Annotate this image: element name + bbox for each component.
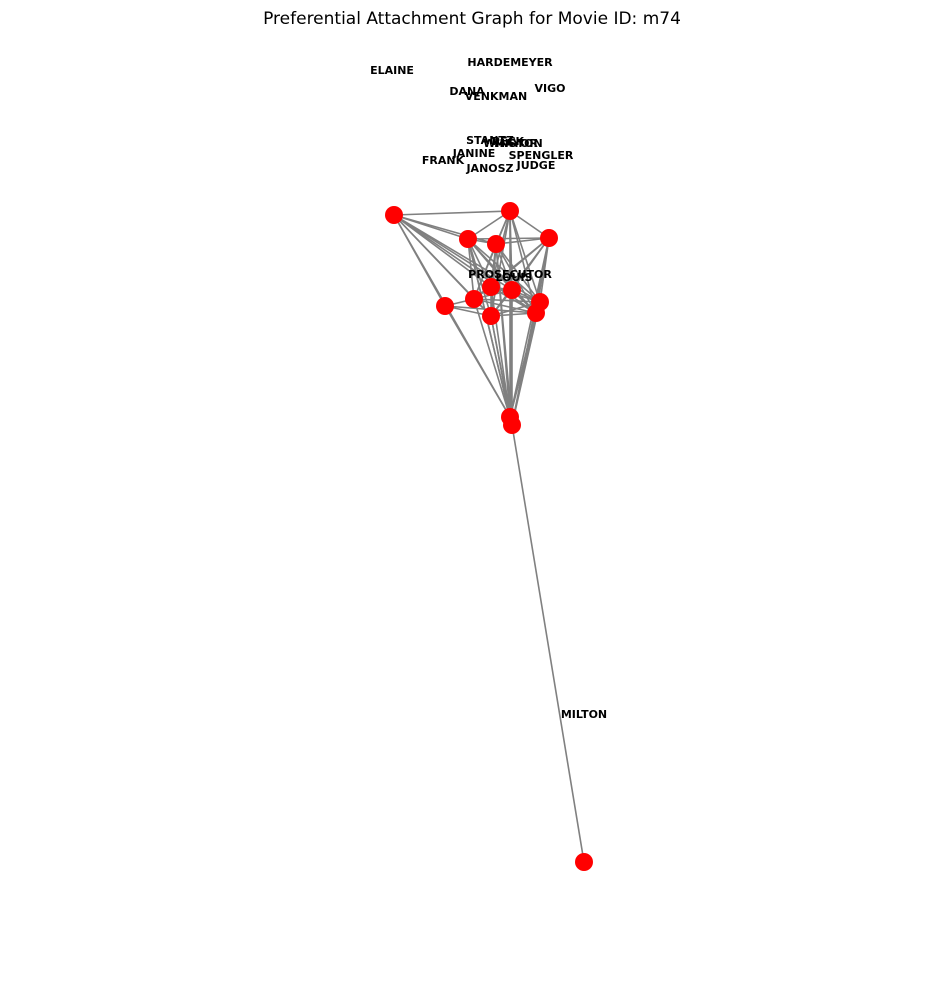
node-label-janine: JANINE (452, 147, 496, 160)
graph-edge (393, 214, 497, 245)
chart-title: Preferential Attachment Graph for Movie … (263, 9, 681, 29)
graph-edge (473, 243, 497, 300)
node-label-elaine: ELAINE (370, 64, 414, 77)
graph-edge (511, 424, 585, 863)
node-label-louis: LOUIS (496, 271, 533, 284)
graph-edge (473, 298, 511, 418)
node-label-janosz: JANOSZ (465, 162, 513, 175)
node-label-spengler: SPENGLER (509, 149, 574, 162)
node-label-hardemeyer: HARDEMEYER (467, 56, 553, 69)
graph-node (501, 202, 519, 220)
graph-node (465, 290, 483, 308)
graph-edge (490, 210, 511, 317)
graph-edge (509, 210, 537, 314)
graph-edge (467, 238, 513, 426)
graph-node (436, 297, 454, 315)
node-label-milton: MILTON (561, 708, 607, 721)
node-label-dana: DANA (449, 85, 485, 98)
node-label-winston: WINSTON (483, 137, 542, 150)
graph-edge (467, 238, 475, 300)
graph-edge (473, 298, 541, 303)
graph-edge (511, 312, 537, 426)
node-label-venkman: VENKMAN (465, 90, 527, 103)
node-label-frank: FRANK (422, 154, 465, 167)
graph-node (487, 235, 505, 253)
graph-edge (467, 237, 550, 240)
graph-node (503, 281, 521, 299)
graph-node (459, 230, 477, 248)
graph-edge (393, 210, 511, 216)
graph-edge (495, 243, 541, 303)
graph-edge (444, 305, 511, 418)
graph-node (482, 307, 500, 325)
node-label-stantz: STANTZ (466, 134, 514, 147)
node-label-vigo: VIGO (535, 82, 566, 95)
graph-node (575, 853, 593, 871)
node-label-peck: PECK (492, 135, 525, 148)
graph-edge (467, 238, 541, 303)
graph-node (482, 278, 500, 296)
graph-node (527, 304, 545, 322)
node-label-mayor: MAYOR (494, 137, 538, 150)
graph-edge (495, 243, 513, 426)
node-label-judge: JUDGE (516, 159, 556, 172)
graph-node (385, 206, 403, 224)
graph-edge (490, 315, 513, 426)
graph-node (503, 416, 521, 434)
node-layer (385, 202, 593, 871)
graph-node (540, 229, 558, 247)
graph-edge (473, 298, 537, 314)
node-label-prosecutor: PROSECUTOR (468, 268, 552, 281)
